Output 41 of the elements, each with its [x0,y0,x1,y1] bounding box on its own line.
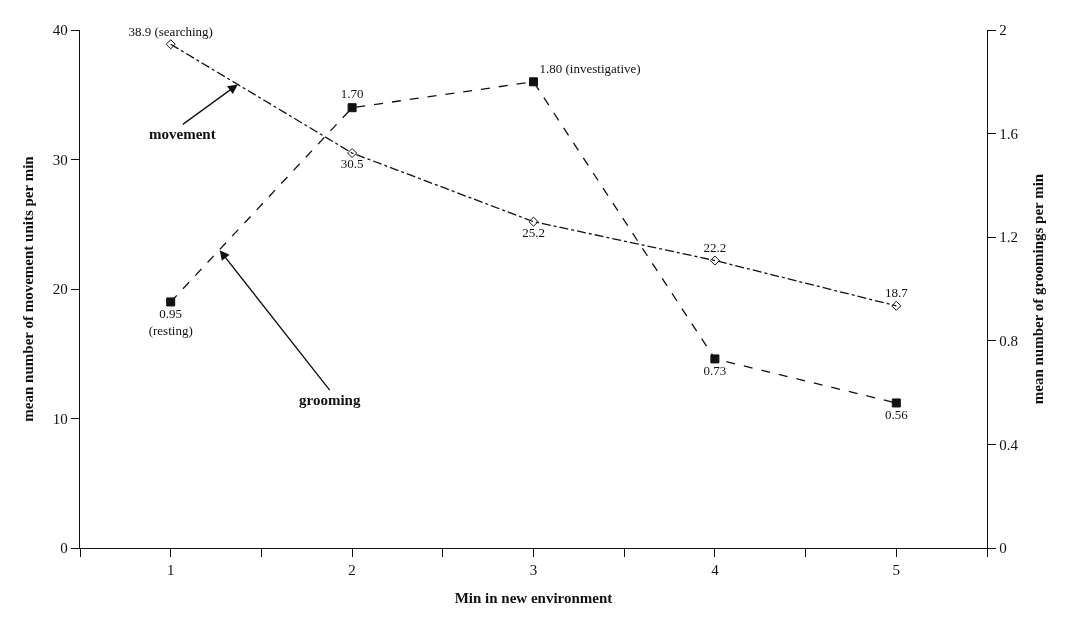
data-label: 22.2 [703,239,727,255]
annotation: movement [149,126,216,142]
x-axis-title: Min in new environment [454,590,613,607]
data-label: 18.7 [884,285,909,301]
data-label: 0.73 [703,362,727,378]
x-tick-label: 2 [348,562,356,579]
point [710,354,720,364]
y-tick-label: 10 [52,410,68,427]
y-tick-label: 40 [52,22,68,39]
x-tick-label: 1 [166,562,175,579]
point [529,77,538,87]
annotation: grooming [299,392,361,408]
data-label: 38.9 (searching) [128,23,213,39]
point [709,255,720,266]
data-label: 0.95 (resting) [148,305,193,338]
point [891,398,901,408]
y2-tick-label: 0.4 [999,436,1019,453]
point [165,39,176,50]
x-tick-label: 4 [711,562,720,579]
data-label: 0.56 [884,406,909,422]
y-tick-label: 20 [52,281,68,298]
y2-tick-label: 0 [999,540,1007,557]
y-tick-label: 30 [52,151,68,168]
x-tick-label: 5 [892,562,901,579]
point [347,103,357,113]
y2-tick-label: 1.6 [999,125,1019,142]
point [891,300,902,311]
y-tick-label: 0 [60,540,68,557]
data-label: 30.5 [340,156,364,172]
point [528,216,539,227]
y2-tick-label: 0.8 [999,333,1018,350]
data-label: 1.70 [340,86,364,102]
y2-axis-title: mean number of groomings per min [1030,173,1047,405]
data-label: 1.80 (investigative) [539,60,641,76]
y2-tick-label: 1.2 [999,229,1018,246]
y-axis-title: mean number of movement units per min [20,155,37,422]
data-label: 25.2 [522,224,545,240]
point [347,147,358,159]
y2-tick-label: 2 [999,22,1007,39]
x-tick-label: 3 [529,562,538,579]
point [166,297,176,307]
